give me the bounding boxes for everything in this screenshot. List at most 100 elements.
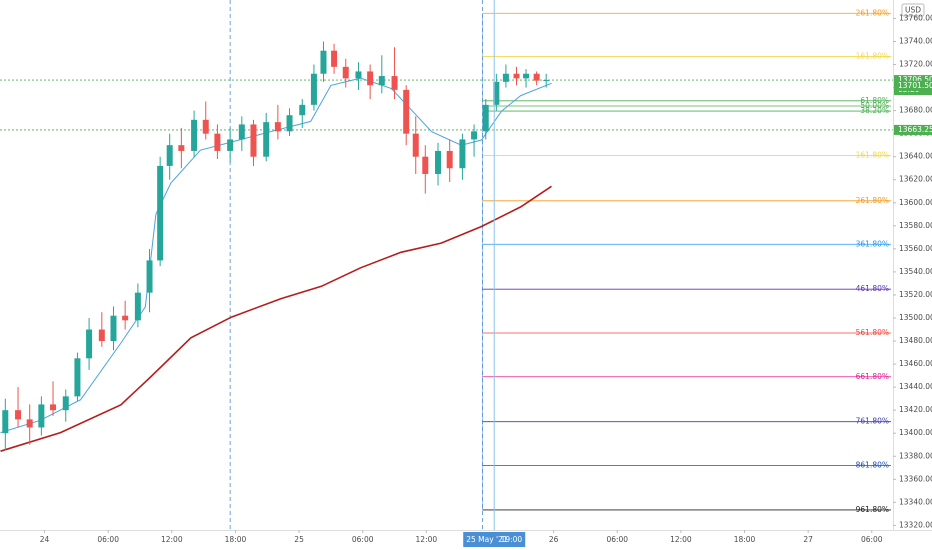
moving-average bbox=[0, 185, 552, 452]
fib-label: 761.80% bbox=[856, 417, 889, 426]
candle-body bbox=[74, 358, 81, 397]
candle-body bbox=[493, 81, 500, 105]
candle-body bbox=[110, 315, 117, 342]
candle-body bbox=[274, 122, 281, 132]
y-tick-label: 13560.00 bbox=[899, 244, 932, 253]
x-tick-label: 12:00 bbox=[670, 535, 692, 544]
candle-body bbox=[122, 315, 129, 321]
candle-body bbox=[134, 292, 141, 321]
candle-body bbox=[263, 122, 270, 157]
candle-body bbox=[412, 133, 419, 157]
candle-body bbox=[250, 124, 257, 157]
y-tick-label: 13500.00 bbox=[899, 313, 932, 322]
x-tick-label: 06:00 bbox=[97, 535, 119, 544]
candle-body bbox=[157, 165, 164, 261]
fib-label: 261.80% bbox=[856, 196, 889, 205]
crosshair-date: 25 May '21 bbox=[466, 535, 508, 544]
x-tick-label: 12:00 bbox=[416, 535, 438, 544]
price-label: 13706.50 bbox=[898, 75, 932, 84]
candle-body bbox=[146, 260, 153, 293]
candle-body bbox=[299, 104, 306, 116]
y-tick-label: 13740.00 bbox=[899, 36, 932, 45]
candle-body bbox=[38, 404, 45, 428]
candle-body bbox=[355, 71, 362, 79]
fib-label: 261.80% bbox=[856, 8, 889, 17]
y-tick-label: 13420.00 bbox=[899, 405, 932, 414]
candle-body bbox=[513, 73, 520, 79]
candle-body bbox=[178, 145, 185, 151]
candle-body bbox=[98, 329, 105, 342]
x-tick-label: 06:00 bbox=[352, 535, 374, 544]
candle-body bbox=[533, 73, 540, 81]
candle-body bbox=[543, 80, 550, 82]
y-tick-label: 13760.00 bbox=[899, 13, 932, 22]
candle-body bbox=[422, 156, 429, 174]
candle-body bbox=[86, 329, 93, 359]
currency: USD bbox=[905, 6, 921, 15]
candle-body bbox=[62, 396, 69, 411]
candle-body bbox=[214, 133, 221, 151]
fib-label: 50.00% bbox=[860, 101, 889, 110]
candle-body bbox=[482, 104, 489, 132]
x-tick-label: 06:00 bbox=[861, 535, 883, 544]
crosshair-time: 19:00 bbox=[501, 535, 523, 544]
fib-label: 461.80% bbox=[856, 284, 889, 293]
candle-body bbox=[202, 119, 209, 134]
candle-body bbox=[471, 131, 478, 140]
candle-body bbox=[310, 73, 317, 105]
fib-label: 38.20% bbox=[860, 106, 889, 115]
candle-body bbox=[227, 139, 234, 151]
y-tick-label: 13480.00 bbox=[899, 336, 932, 345]
fib-label: 61.80% bbox=[860, 96, 889, 105]
y-tick-label: 13440.00 bbox=[899, 382, 932, 391]
candle-body bbox=[2, 410, 9, 434]
candle-body bbox=[523, 73, 530, 79]
x-tick-label: 24 bbox=[40, 535, 50, 544]
candle-body bbox=[26, 419, 33, 428]
candle-body bbox=[50, 404, 57, 411]
price-label: 13663.25 bbox=[898, 125, 932, 134]
x-tick-label: 27 bbox=[803, 535, 813, 544]
candle-body bbox=[502, 73, 509, 82]
price-label-box bbox=[894, 124, 932, 135]
candle-body bbox=[15, 410, 22, 420]
x-tick-label: 25 bbox=[294, 535, 304, 544]
fib-label: 161.80% bbox=[856, 51, 889, 60]
y-tick-label: 13620.00 bbox=[899, 175, 932, 184]
candle-body bbox=[446, 150, 453, 169]
y-tick-label: 13360.00 bbox=[899, 474, 932, 483]
candle-body bbox=[378, 76, 385, 86]
y-tick-label: 13320.00 bbox=[899, 520, 932, 529]
candle-body bbox=[403, 89, 410, 134]
candle-body bbox=[459, 139, 466, 169]
x-tick-label: 06:00 bbox=[606, 535, 628, 544]
x-tick-label: 18:00 bbox=[225, 535, 247, 544]
price-label: 13701.50 bbox=[898, 81, 932, 90]
x-tick-label: 12:00 bbox=[161, 535, 183, 544]
plot: 261.80% 161.80% 61.80%50.00%38.20% 161.80% 2… bbox=[0, 0, 893, 530]
y-tick-label: 13580.00 bbox=[899, 221, 932, 230]
crosshair-label-box bbox=[463, 532, 526, 547]
currency-box[interactable] bbox=[901, 3, 925, 17]
candle-body bbox=[367, 71, 374, 86]
y-tick-label: 13400.00 bbox=[899, 428, 932, 437]
candle-body bbox=[331, 50, 338, 67]
y-tick-label: 13380.00 bbox=[899, 451, 932, 460]
candle-body bbox=[166, 145, 173, 166]
y-tick-label: 13640.00 bbox=[899, 152, 932, 161]
y-tick-label: 13520.00 bbox=[899, 290, 932, 299]
candle-body bbox=[342, 66, 349, 79]
candle-body bbox=[391, 76, 398, 90]
candle-body bbox=[238, 124, 245, 140]
x-tick-label: 26 bbox=[549, 535, 559, 544]
fib-label: 361.80% bbox=[856, 239, 889, 248]
candle-body bbox=[320, 50, 327, 74]
y-tick-label: 13720.00 bbox=[899, 60, 932, 69]
fib-label: 661.80% bbox=[856, 372, 889, 381]
y-tick-label: 13540.00 bbox=[899, 267, 932, 276]
candle-body bbox=[435, 150, 442, 174]
fib-label: 161.80% bbox=[856, 151, 889, 160]
y-tick-label: 13600.00 bbox=[899, 198, 932, 207]
